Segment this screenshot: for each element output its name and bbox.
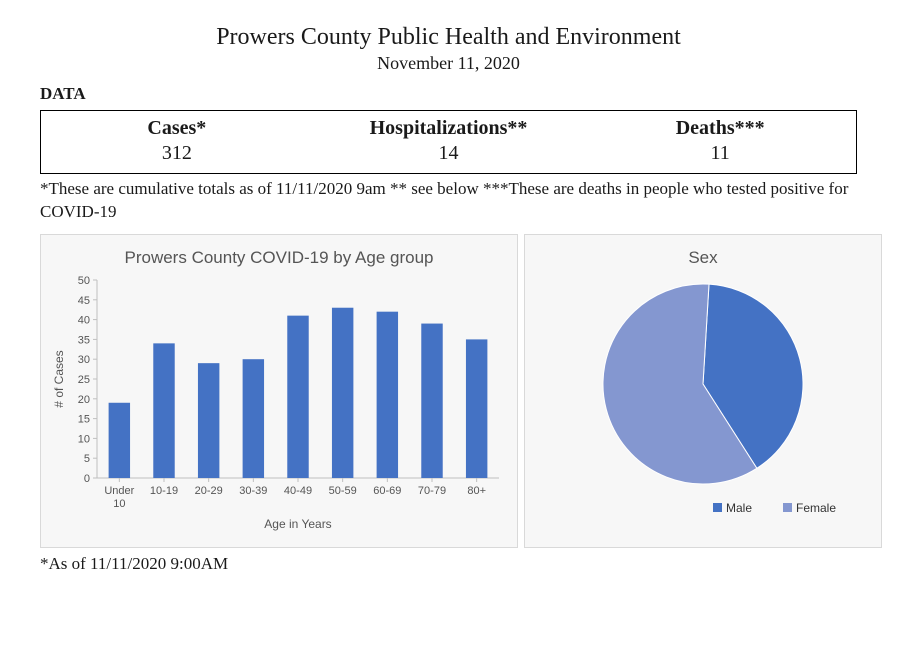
svg-text:10-19: 10-19 [150,485,178,497]
svg-text:10: 10 [113,498,125,510]
bar-chart: 05101520253035404550Under1010-1920-2930-… [49,274,509,534]
stat-label: Cases* [41,117,313,140]
bar [421,324,442,478]
svg-text:50: 50 [78,275,90,287]
pie-chart: Male Female [533,274,873,534]
stat-col-cases: Cases* 312 [41,117,313,165]
svg-text:30-39: 30-39 [239,485,267,497]
svg-text:20: 20 [78,394,90,406]
svg-text:# of Cases: # of Cases [52,350,66,407]
pie-chart-panel: Sex Male Female [524,234,882,548]
svg-text:0: 0 [84,473,90,485]
page-date: November 11, 2020 [40,53,857,74]
bar [153,343,174,478]
bar-chart-title: Prowers County COVID-19 by Age group [49,247,509,268]
svg-text:15: 15 [78,414,90,426]
bar [377,312,398,478]
svg-text:60-69: 60-69 [373,485,401,497]
stat-value: 14 [313,142,585,165]
bar [287,316,308,478]
bar [198,363,219,478]
page-title: Prowers County Public Health and Environ… [40,24,857,51]
svg-text:10: 10 [78,434,90,446]
bar [466,340,487,479]
legend-label: Male [726,501,752,515]
legend-swatch [713,503,722,512]
stat-value: 11 [584,142,856,165]
stat-col-deaths: Deaths*** 11 [584,117,856,165]
legend-label: Female [796,501,836,515]
svg-text:Under: Under [104,485,134,497]
svg-text:Age in Years: Age in Years [264,517,331,531]
legend-swatch [783,503,792,512]
svg-text:70-79: 70-79 [418,485,446,497]
section-label: DATA [40,84,857,104]
asof-note: *As of 11/11/2020 9:00AM [40,554,857,574]
svg-text:40: 40 [78,315,90,327]
pie-chart-title: Sex [533,247,873,268]
bar-chart-panel: Prowers County COVID-19 by Age group 0 5 1… [40,234,518,548]
bar [243,359,264,478]
svg-text:25: 25 [78,374,90,386]
svg-text:40-49: 40-49 [284,485,312,497]
stats-table: Cases* 312 Hospitalizations** 14 Deaths*… [40,110,857,174]
bar [109,403,130,478]
svg-text:30: 30 [78,354,90,366]
svg-text:80+: 80+ [467,485,486,497]
stats-footnote: *These are cumulative totals as of 11/11… [40,178,857,224]
svg-text:50-59: 50-59 [329,485,357,497]
stat-col-hosp: Hospitalizations** 14 [313,117,585,165]
svg-text:35: 35 [78,335,90,347]
svg-text:5: 5 [84,453,90,465]
stat-value: 312 [41,142,313,165]
svg-text:45: 45 [78,295,90,307]
svg-text:20-29: 20-29 [195,485,223,497]
stat-label: Hospitalizations** [313,117,585,140]
charts-row: Prowers County COVID-19 by Age group 0 5 1… [40,234,857,548]
bar [332,308,353,478]
stat-label: Deaths*** [584,117,856,140]
